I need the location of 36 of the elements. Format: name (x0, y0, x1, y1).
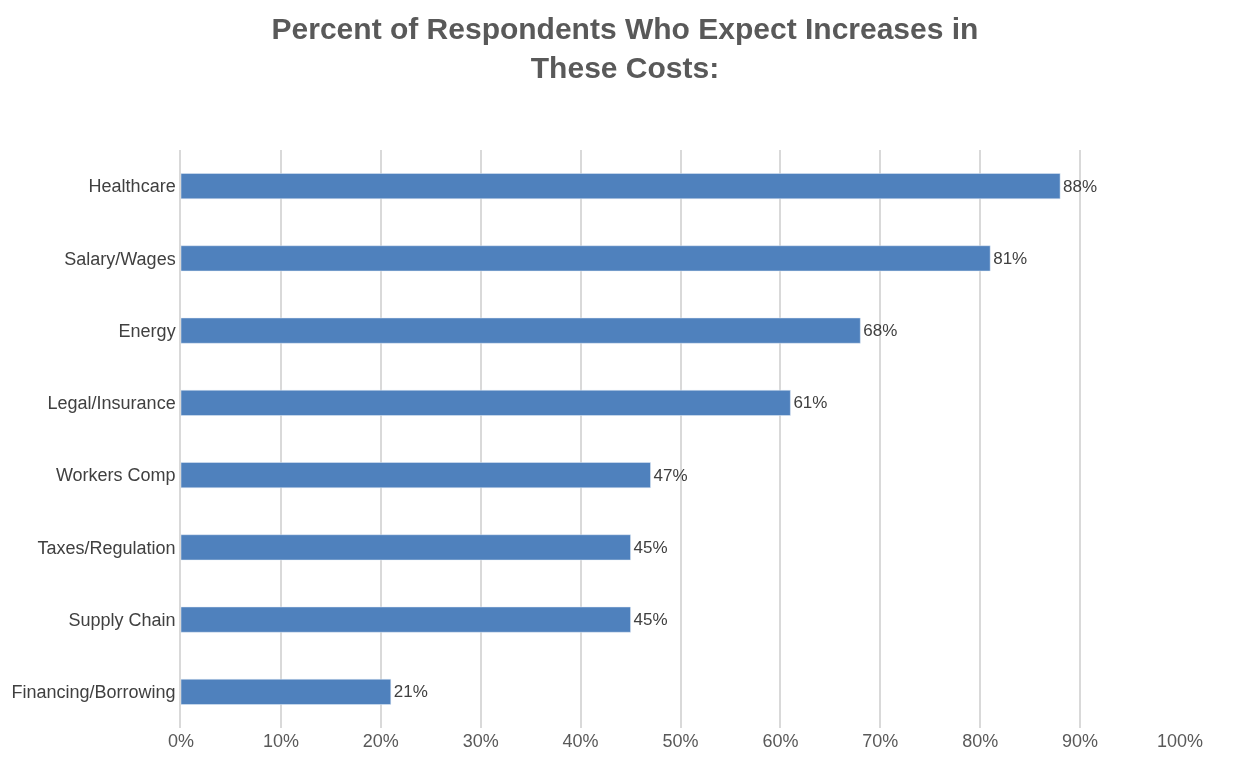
y-tick-label: Taxes/Regulation (37, 537, 176, 558)
y-tick-label: Healthcare (88, 176, 176, 197)
data-label: 47% (653, 465, 688, 485)
bar (181, 245, 991, 272)
data-label: 21% (393, 682, 428, 702)
x-tick-label: 80% (962, 731, 999, 751)
y-tick-label: Energy (118, 320, 176, 341)
x-tick-label: 20% (362, 731, 399, 751)
x-tick-label: 10% (262, 731, 299, 751)
x-tick-label: 90% (1062, 731, 1099, 751)
bar (181, 173, 1061, 200)
bar (181, 678, 392, 705)
bar (181, 534, 631, 561)
bar (181, 317, 861, 344)
bar (181, 606, 631, 633)
data-label: 68% (863, 321, 898, 341)
data-label: 45% (633, 610, 668, 630)
y-tick-label: Workers Comp (55, 465, 176, 486)
y-tick-label: Supply Chain (68, 609, 176, 630)
bar (181, 389, 791, 416)
chart-title: Percent of Respondents Who Expect Increases in These Costs: (271, 11, 979, 84)
y-tick-label: Salary/Wages (64, 248, 176, 269)
x-tick-label: 40% (562, 731, 599, 751)
x-tick-label: 0% (167, 731, 195, 751)
x-tick-label: 30% (462, 731, 499, 751)
y-tick-label: Financing/Borrowing (11, 682, 176, 703)
x-tick-label: 100% (1156, 731, 1204, 751)
data-label: 61% (793, 393, 828, 413)
y-tick-label: Legal/Insurance (47, 393, 176, 414)
x-tick-label: 50% (662, 731, 699, 751)
data-label: 88% (1063, 176, 1098, 196)
data-label: 45% (633, 537, 668, 557)
x-tick-label: 70% (862, 731, 899, 751)
x-tick-label: 60% (762, 731, 799, 751)
bar (181, 462, 651, 489)
data-label: 81% (993, 248, 1028, 268)
